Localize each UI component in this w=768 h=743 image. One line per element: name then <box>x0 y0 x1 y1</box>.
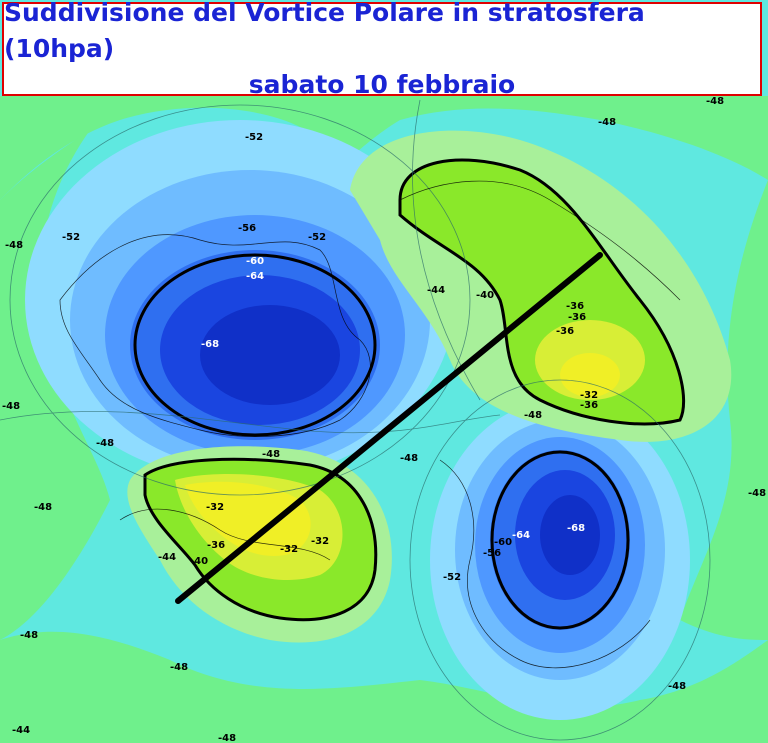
contour-label: -44 <box>158 552 176 563</box>
vortex-west <box>25 120 455 480</box>
contour-label: -36 <box>556 326 574 337</box>
contour-label: -64 <box>512 530 530 541</box>
coastlines <box>59 180 681 669</box>
isolines <box>0 99 711 741</box>
contour-label: -48 <box>2 401 20 412</box>
contour-label: -48 <box>20 630 38 641</box>
contour-label: -36 <box>207 540 225 551</box>
contour-label: -44 <box>427 285 445 296</box>
contour-label: -60 <box>246 256 264 267</box>
contour-label: -48 <box>218 733 236 743</box>
contour-label: -48 <box>400 453 418 464</box>
contour-label: -52 <box>443 572 461 583</box>
green-band-east <box>680 180 768 640</box>
contour-label: -40 <box>190 556 208 567</box>
vortex-east <box>430 400 690 720</box>
contour-label: -48 <box>598 117 616 128</box>
contour-label: -36 <box>566 301 584 312</box>
green-band-north <box>0 96 768 200</box>
contour-label: -56 <box>483 548 501 559</box>
contour-label: -32 <box>311 536 329 547</box>
contour-label: -48 <box>170 662 188 673</box>
contour-label: -68 <box>567 523 585 534</box>
contour-label: -48 <box>34 502 52 513</box>
contour-label: -44 <box>12 725 30 736</box>
contour-label: -48 <box>5 240 23 251</box>
contour-label: -52 <box>308 232 326 243</box>
map-title: Suddivisione del Vortice Polare in strat… <box>4 0 645 63</box>
contour-labels: -48 -48 -52 -52 -52 -48 -56 -60 -64 -68 … <box>2 96 766 743</box>
contour-label: -32 <box>580 390 598 401</box>
contour-label: -32 <box>206 502 224 513</box>
title-box: Suddivisione del Vortice Polare in strat… <box>2 0 762 99</box>
contour-label: -52 <box>245 132 263 143</box>
map-date: sabato 10 febbraio <box>248 70 516 99</box>
contour-label: -60 <box>494 537 512 548</box>
contour-label: -32 <box>280 544 298 555</box>
contour-label: -48 <box>706 96 724 107</box>
contour-label: -40 <box>476 290 494 301</box>
contour-label: -68 <box>201 339 219 350</box>
contour-label: -64 <box>246 271 264 282</box>
contour-label: -48 <box>524 410 542 421</box>
contour-label: -48 <box>748 488 766 499</box>
contour-label: -36 <box>568 312 586 323</box>
warm-area-pacific <box>127 446 392 643</box>
contour-label: -36 <box>580 400 598 411</box>
contour-label: -56 <box>238 223 256 234</box>
split-line <box>175 252 603 604</box>
contour-label: -52 <box>62 232 80 243</box>
contour-label: -48 <box>668 681 686 692</box>
contour-label: -48 <box>262 449 280 460</box>
contour-label: -48 <box>96 438 114 449</box>
